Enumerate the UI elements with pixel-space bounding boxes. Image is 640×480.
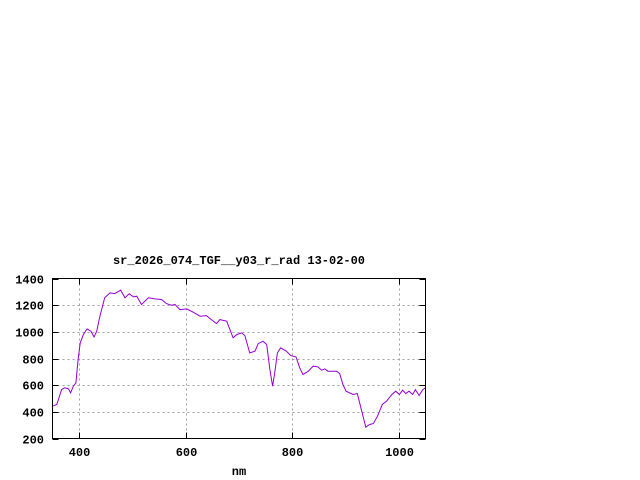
- chart-title: sr_2026_074_TGF__y03_r_rad 13-02-00: [113, 254, 365, 268]
- grid: [52, 278, 426, 439]
- y-tick-label: 400: [22, 407, 44, 421]
- series-line: [52, 289, 426, 429]
- plot-border: [52, 278, 426, 439]
- x-axis-label: nm: [232, 465, 246, 479]
- axis-ticks: [52, 278, 426, 440]
- x-tick-label: 1000: [385, 446, 414, 460]
- y-tick-label: 1200: [15, 300, 44, 314]
- x-tick-label: 800: [282, 446, 304, 460]
- tick-labels: 400 600 800 1000 200 400 600 800 1000 1200 1400: [15, 274, 414, 461]
- y-tick-label: 1400: [15, 274, 44, 288]
- y-tick-label: 1000: [15, 327, 44, 341]
- x-tick-label: 400: [69, 446, 91, 460]
- y-tick-label: 600: [22, 380, 44, 394]
- y-tick-label: 800: [22, 354, 44, 368]
- y-tick-label: 200: [22, 434, 44, 448]
- x-tick-label: 600: [176, 446, 198, 460]
